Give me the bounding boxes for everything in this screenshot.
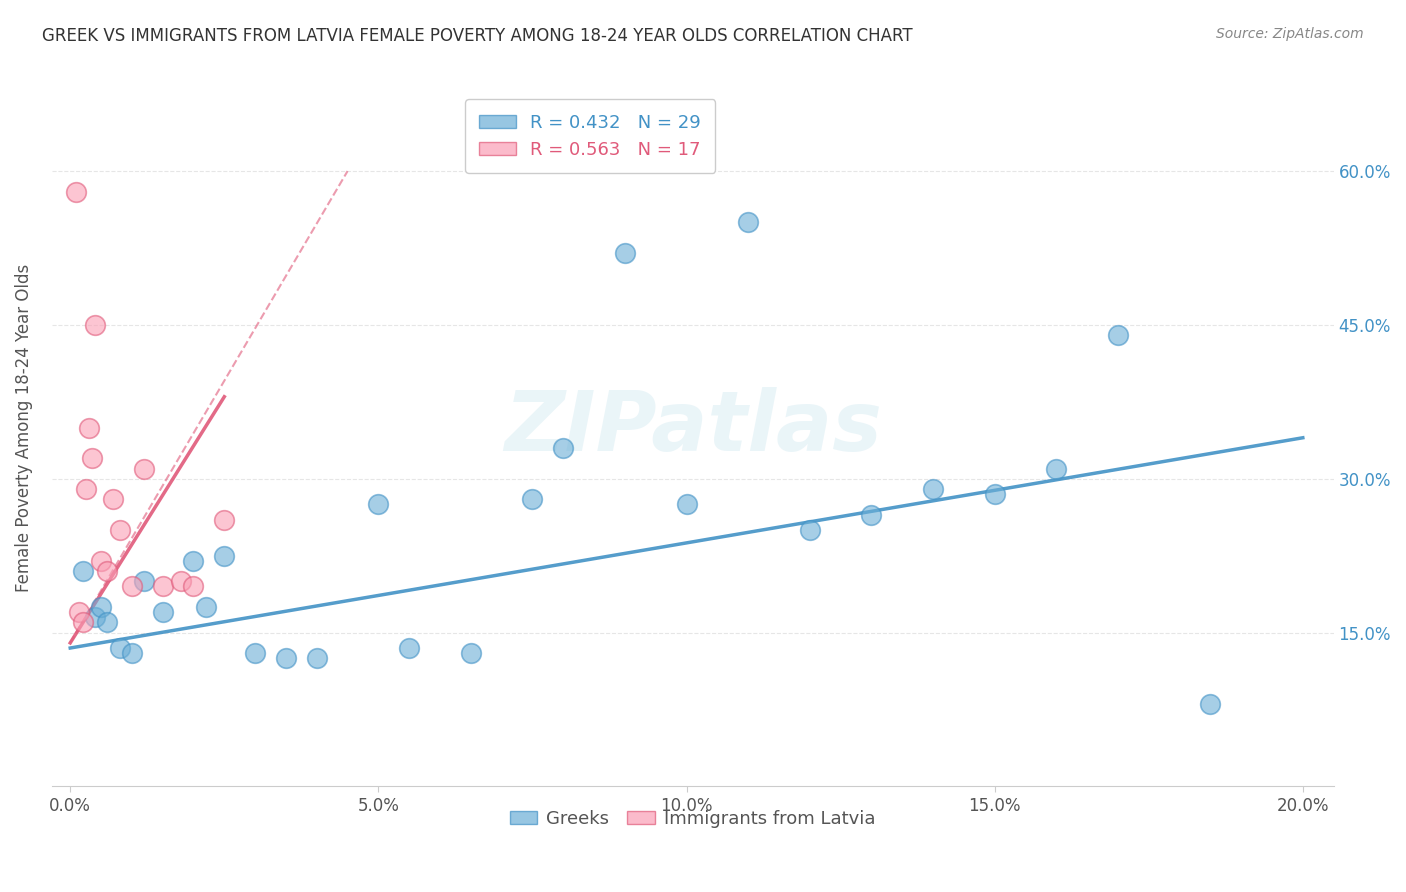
Point	[274, 651, 297, 665]
Point	[170, 574, 193, 589]
Point	[72, 615, 94, 630]
Point	[214, 549, 236, 563]
Point	[96, 564, 118, 578]
Point	[1199, 698, 1222, 712]
Y-axis label: Female Poverty Among 18-24 Year Olds: Female Poverty Among 18-24 Year Olds	[15, 263, 32, 591]
Point	[214, 513, 236, 527]
Point	[367, 497, 389, 511]
Point	[83, 610, 105, 624]
Point	[675, 497, 697, 511]
Text: ZIPatlas: ZIPatlas	[503, 387, 882, 468]
Point	[522, 492, 544, 507]
Point	[108, 523, 131, 537]
Point	[553, 441, 575, 455]
Point	[134, 574, 156, 589]
Point	[983, 487, 1005, 501]
Point	[152, 579, 174, 593]
Point	[922, 482, 945, 496]
Point	[83, 318, 105, 332]
Point	[460, 646, 482, 660]
Point	[799, 523, 821, 537]
Point	[860, 508, 883, 522]
Point	[90, 599, 112, 614]
Point	[243, 646, 266, 660]
Point	[121, 579, 143, 593]
Text: GREEK VS IMMIGRANTS FROM LATVIA FEMALE POVERTY AMONG 18-24 YEAR OLDS CORRELATION: GREEK VS IMMIGRANTS FROM LATVIA FEMALE P…	[42, 27, 912, 45]
Point	[72, 564, 94, 578]
Point	[183, 554, 205, 568]
Point	[1107, 328, 1129, 343]
Point	[1045, 461, 1067, 475]
Point	[305, 651, 328, 665]
Point	[121, 646, 143, 660]
Point	[108, 640, 131, 655]
Point	[90, 554, 112, 568]
Text: Source: ZipAtlas.com: Source: ZipAtlas.com	[1216, 27, 1364, 41]
Point	[96, 615, 118, 630]
Point	[183, 579, 205, 593]
Point	[75, 482, 97, 496]
Point	[69, 605, 91, 619]
Legend: Greeks, Immigrants from Latvia: Greeks, Immigrants from Latvia	[503, 803, 883, 835]
Point	[134, 461, 156, 475]
Point	[65, 185, 87, 199]
Point	[613, 246, 636, 260]
Point	[77, 420, 100, 434]
Point	[737, 215, 759, 229]
Point	[398, 640, 420, 655]
Point	[103, 492, 125, 507]
Point	[194, 599, 217, 614]
Point	[152, 605, 174, 619]
Point	[80, 451, 103, 466]
